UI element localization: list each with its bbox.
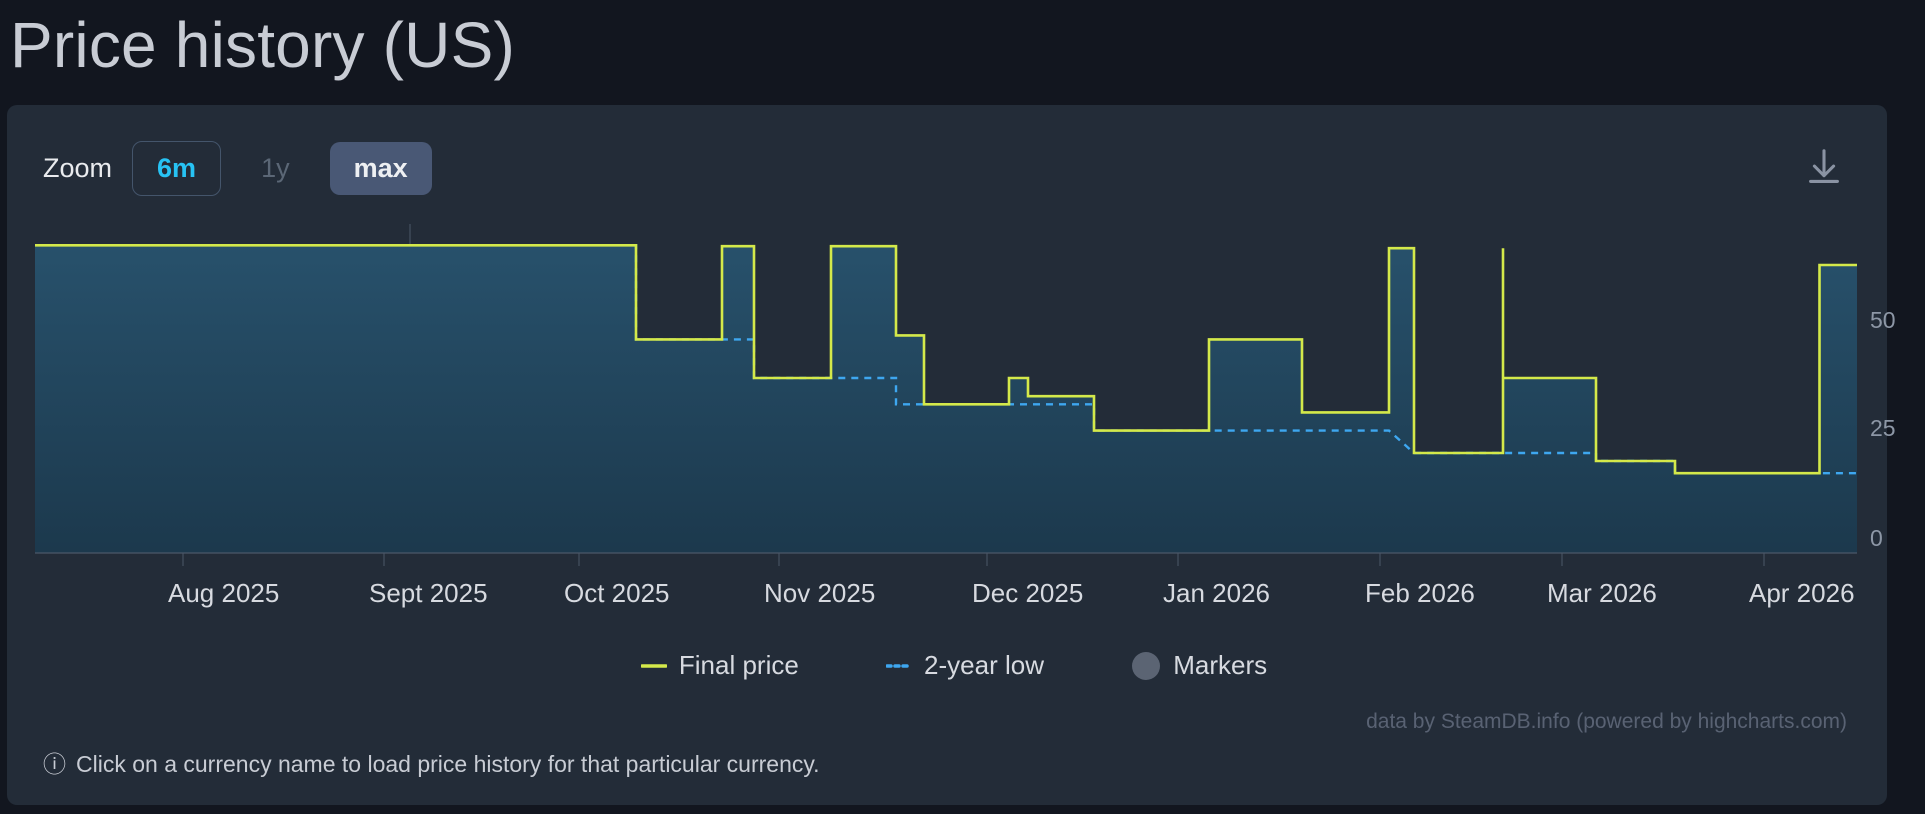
svg-text:25: 25	[1870, 415, 1896, 441]
svg-text:50: 50	[1870, 307, 1896, 333]
svg-text:0: 0	[1870, 525, 1883, 551]
